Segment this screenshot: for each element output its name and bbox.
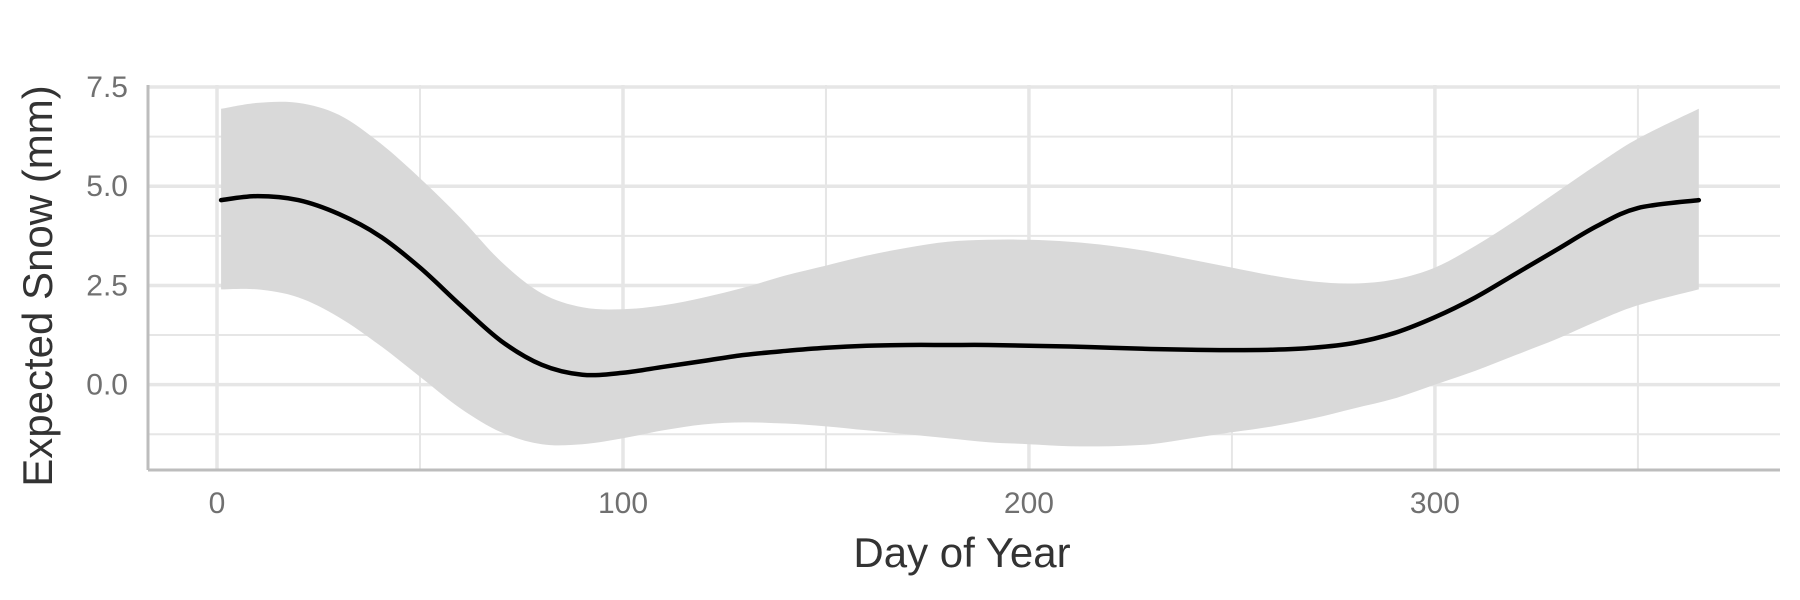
confidence-band [221,101,1699,447]
x-tick-labels: 0 100 200 300 [209,487,1460,520]
y-tick-label: 0.0 [86,369,128,402]
y-tick-labels: 0.0 2.5 5.0 7.5 [86,71,128,402]
x-tick-label: 100 [598,487,648,520]
y-tick-label: 7.5 [86,71,128,104]
x-tick-label: 0 [209,487,226,520]
y-tick-label: 5.0 [86,170,128,203]
x-tick-label: 200 [1004,487,1054,520]
y-axis-title: Expected Snow (mm) [14,85,61,486]
x-axis-title: Day of Year [853,529,1070,576]
expected-snow-line [218,193,1702,378]
y-tick-label: 2.5 [86,269,128,302]
x-tick-label: 300 [1410,487,1460,520]
